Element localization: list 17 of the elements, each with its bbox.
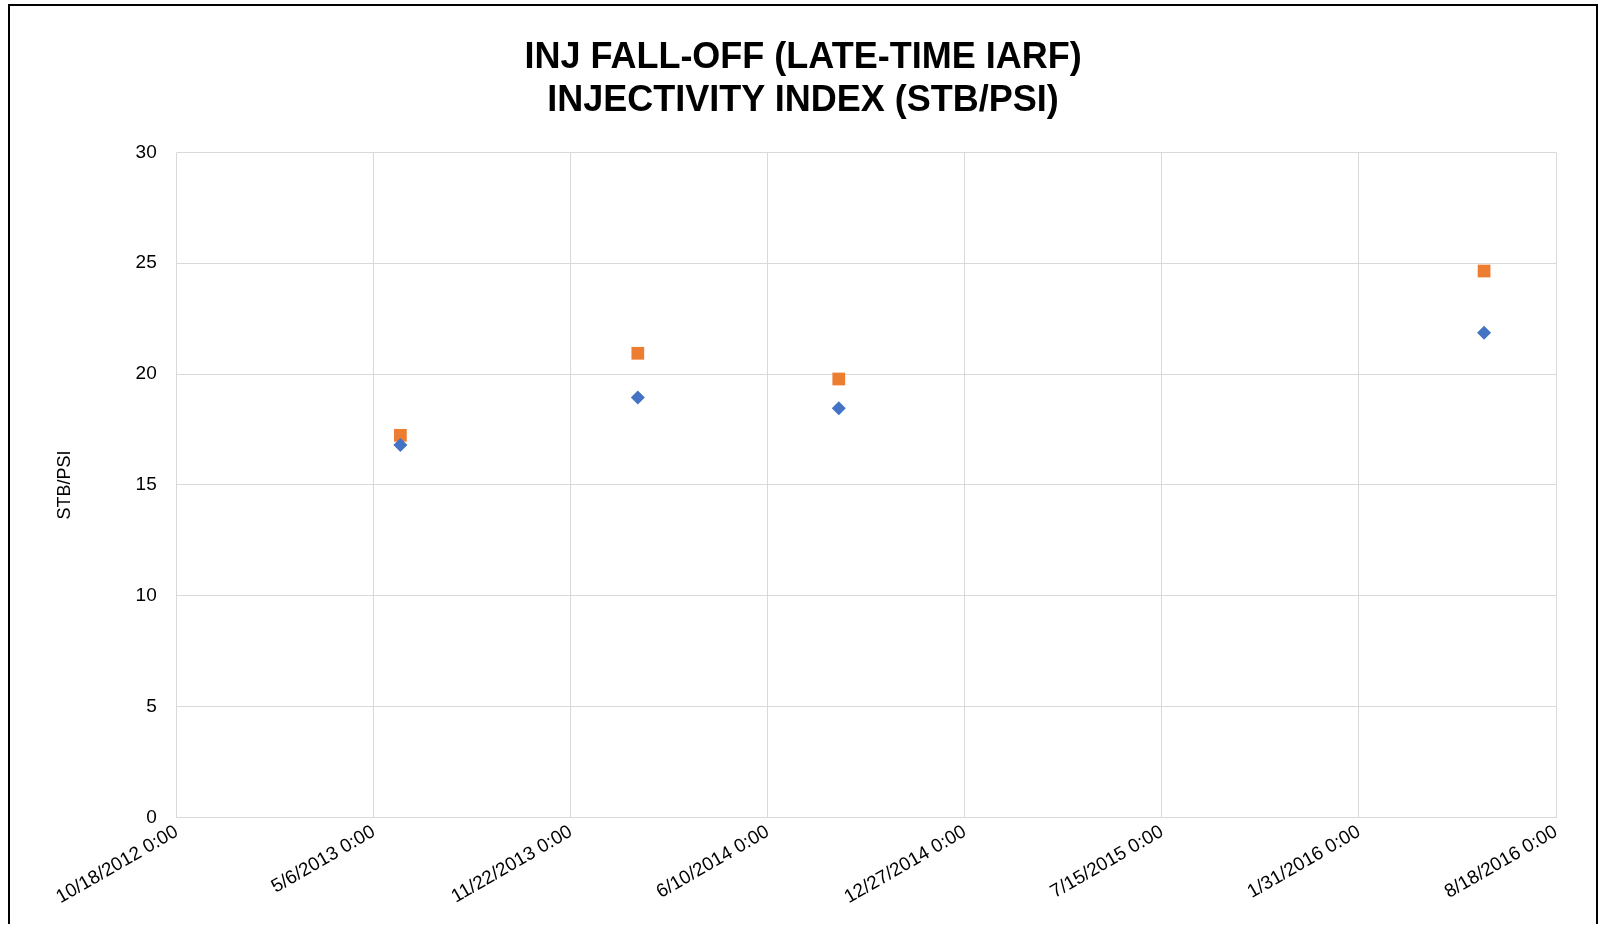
point: [832, 372, 846, 386]
y-tick-label: 15: [135, 473, 157, 495]
point: [1477, 325, 1492, 340]
point: [631, 346, 645, 360]
y-tick-label: 25: [135, 251, 157, 273]
y-tick-label: 30: [135, 140, 157, 162]
point: [831, 401, 846, 416]
y-tick-label: 5: [146, 694, 157, 716]
text: INJ FALL-OFF (LATE-TIME IARF): [524, 34, 1082, 76]
point: [393, 438, 408, 453]
y-axis-title: STB/PSI: [53, 450, 74, 520]
y-tick-label: 20: [135, 362, 157, 384]
y-tick-label: 0: [146, 805, 157, 827]
text: INJECTIVITY INDEX (STB/PSI): [547, 77, 1059, 119]
point: [394, 428, 407, 442]
y-tick-label: 10: [135, 584, 157, 606]
point: [630, 390, 645, 405]
